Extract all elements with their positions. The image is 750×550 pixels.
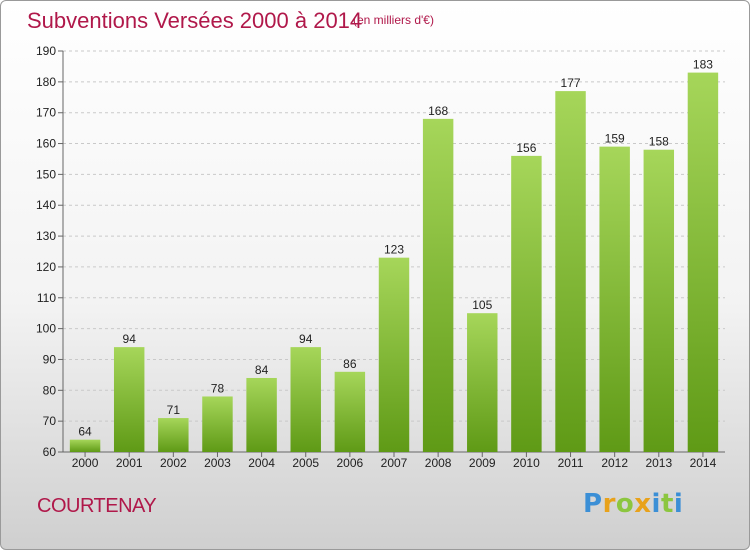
y-tick-label: 150	[36, 167, 56, 181]
bar-2011	[555, 91, 586, 452]
data-label: 177	[561, 76, 581, 90]
chart-title: Subventions Versées 2000 à 2014	[27, 8, 363, 33]
y-axis-tick-labels: 60 70 80 90 100 110 120 130 140 150 160 170 180 190	[36, 44, 56, 459]
chart-subtitle: (en milliers d'€)	[353, 13, 434, 27]
bar-2005	[290, 347, 321, 452]
bar-2001	[113, 347, 145, 452]
y-tick-label: 70	[43, 414, 57, 428]
y-tick-label: 130	[36, 229, 56, 243]
x-tick-label: 2003	[204, 456, 231, 470]
data-labels: 64 94 71 78 84 94 86 123 168 105 156 177 159 158 183	[78, 58, 713, 439]
bar-2012	[599, 146, 630, 452]
bar-2007	[378, 257, 410, 452]
y-tick-label: 170	[36, 106, 56, 120]
x-tick-label: 2005	[292, 456, 319, 470]
logo-letter: i	[673, 489, 684, 519]
y-tick-label: 90	[43, 352, 57, 366]
bar-2000	[69, 439, 101, 452]
data-label: 183	[693, 58, 713, 72]
bar-2006	[334, 371, 366, 452]
bar-2003	[202, 396, 233, 452]
data-label: 78	[211, 381, 225, 395]
data-label: 168	[428, 104, 448, 118]
data-label: 156	[516, 141, 536, 155]
bar-2004	[246, 377, 277, 452]
x-axis-tick-labels: 2000 2001 2002 2003 2004 2005 2006 2007 2008 2009…	[72, 456, 717, 470]
y-tick-label: 180	[36, 75, 56, 89]
data-label: 123	[384, 243, 404, 257]
data-label: 159	[605, 132, 625, 146]
x-tick-label: 2010	[513, 456, 540, 470]
logo-letter: r	[602, 489, 616, 519]
data-label: 64	[78, 425, 92, 439]
y-tick-label: 140	[36, 198, 56, 212]
y-tick-label: 110	[37, 291, 56, 305]
y-tick-label: 190	[36, 44, 56, 58]
x-tick-label: 2004	[248, 456, 275, 470]
logo-letter: o	[615, 489, 635, 519]
x-tick-label: 2008	[425, 456, 452, 470]
logo-letter: x	[634, 489, 652, 519]
logo-letter: P	[583, 489, 603, 519]
y-tick-label: 160	[36, 137, 56, 151]
data-label: 105	[472, 298, 492, 312]
commune-name: COURTENAY	[37, 495, 157, 517]
bar-2013	[643, 149, 675, 452]
data-label: 84	[255, 363, 269, 377]
x-tick-label: 2000	[72, 456, 99, 470]
y-tick-label: 60	[43, 445, 57, 459]
bars-group	[69, 72, 719, 452]
x-tick-label: 2011	[558, 456, 584, 470]
data-label: 94	[123, 332, 137, 346]
y-tick-label: 80	[43, 383, 57, 397]
bar-2008	[422, 118, 454, 452]
x-tick-label: 2009	[469, 456, 496, 470]
x-tick-label: 2002	[160, 456, 187, 470]
data-label: 86	[343, 357, 357, 371]
x-tick-label: 2014	[690, 456, 717, 470]
x-tick-label: 2013	[645, 456, 672, 470]
data-label: 94	[299, 332, 313, 346]
bar-2002	[158, 418, 189, 452]
logo-letter: t	[660, 489, 674, 519]
proxiti-logo: Proxiti	[583, 489, 683, 519]
y-tick-label: 100	[36, 322, 56, 336]
x-tick-label: 2007	[381, 456, 408, 470]
y-tick-label: 120	[36, 260, 56, 274]
x-tick-label: 2006	[337, 456, 364, 470]
bar-2010	[511, 155, 542, 452]
data-label: 71	[167, 403, 181, 417]
data-label: 158	[649, 135, 669, 149]
logo-letter: i	[651, 489, 661, 519]
x-tick-label: 2001	[116, 456, 143, 470]
x-tick-label: 2012	[601, 456, 628, 470]
bar-2009	[467, 313, 498, 452]
bar-2014	[687, 72, 719, 452]
